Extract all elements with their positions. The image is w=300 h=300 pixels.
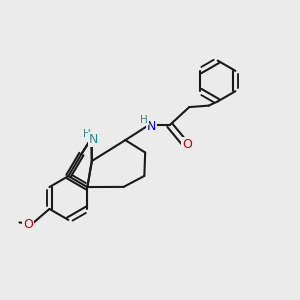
Text: H: H xyxy=(83,129,91,140)
Text: H: H xyxy=(140,115,148,125)
Text: N: N xyxy=(89,133,99,146)
Text: O: O xyxy=(23,218,33,231)
Text: O: O xyxy=(182,137,192,151)
Text: N: N xyxy=(146,119,156,133)
